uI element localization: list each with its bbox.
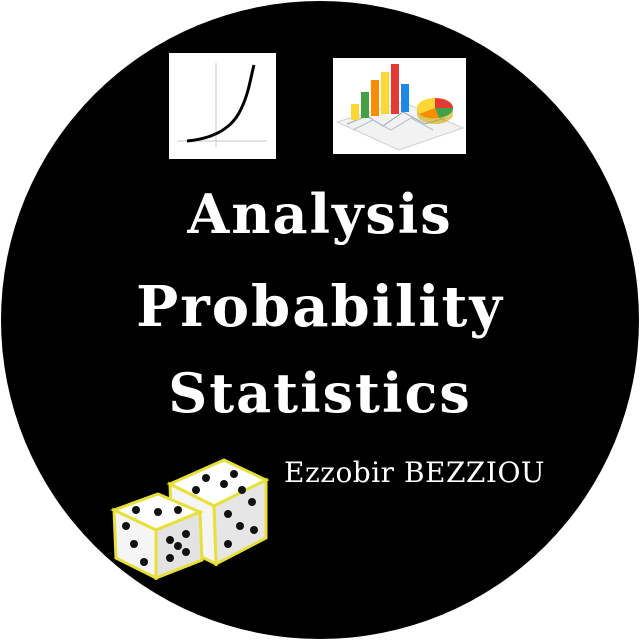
title-line-probability: Probability bbox=[136, 274, 504, 340]
title-line-analysis: Analysis bbox=[187, 182, 453, 246]
dice-icon bbox=[106, 454, 276, 582]
author-name: Ezzobir BEZZIOU bbox=[284, 456, 546, 489]
exponential-curve-icon bbox=[169, 53, 276, 159]
title-line-statistics: Statistics bbox=[168, 361, 472, 425]
bar-pie-chart-icon bbox=[333, 58, 466, 154]
